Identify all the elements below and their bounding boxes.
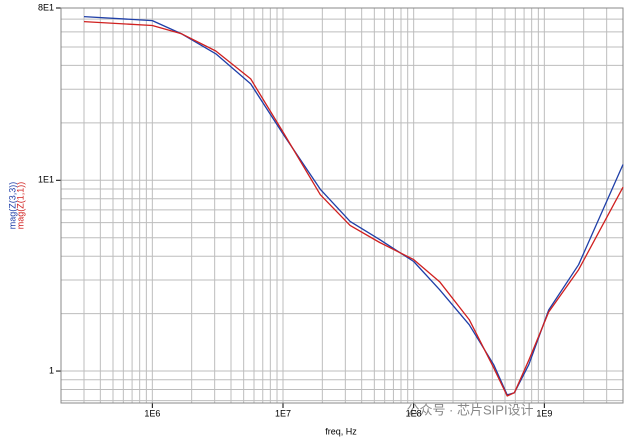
x-tick-label: 1E8 [406, 408, 422, 418]
x-axis-label: freq, Hz [325, 426, 357, 436]
x-tick-label: 1E9 [536, 408, 552, 418]
watermark: 公众号 · 芯片SIPI设计 [406, 402, 533, 417]
series-line [83, 15, 624, 396]
x-tick-label: 1E7 [275, 408, 291, 418]
legend-label: mag(Z(3,3)) [7, 182, 17, 230]
plot-frame [60, 7, 624, 404]
legend-label: mag(Z(1,1)) [15, 182, 25, 230]
y-tick-label: 8E1 [38, 2, 54, 12]
x-tick-label: 1E6 [144, 408, 160, 418]
series-line [83, 20, 624, 397]
y-tick-label: 1 [49, 365, 54, 375]
y-tick-label: 1E1 [38, 175, 54, 185]
